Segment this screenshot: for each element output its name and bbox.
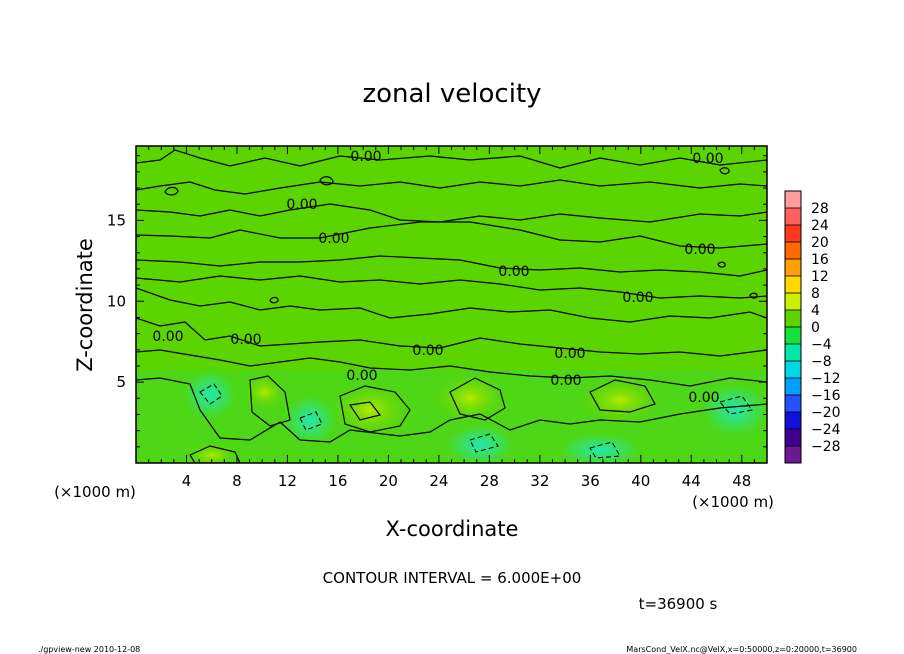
footer-left: ./gpview-new 2010-12-08 bbox=[38, 645, 140, 654]
colorbar-cell bbox=[785, 225, 801, 243]
plot-area: 0.00 0.00 0.00 0.00 0.00 0.00 0.00 0.00 … bbox=[136, 146, 767, 463]
contour-label: 0.00 bbox=[688, 390, 719, 406]
x-tick-label: 32 bbox=[530, 472, 549, 490]
colorbar-label: 8 bbox=[811, 286, 820, 302]
contour-label: 0.00 bbox=[346, 368, 377, 384]
colorbar-cell bbox=[785, 344, 801, 362]
x-axis: 4 8 12 16 20 24 28 32 36 40 44 48 bbox=[148, 146, 755, 490]
y-axis-unit: (×1000 m) bbox=[54, 483, 136, 501]
colorbar-label: 16 bbox=[811, 252, 829, 268]
x-tick-label: 12 bbox=[278, 472, 297, 490]
x-axis-unit: (×1000 m) bbox=[692, 493, 774, 511]
x-tick-label: 8 bbox=[232, 472, 242, 490]
negative-blob bbox=[560, 434, 640, 463]
contour-label: 0.00 bbox=[498, 264, 529, 280]
colorbar-cell bbox=[785, 395, 801, 413]
contour-label: 0.00 bbox=[286, 197, 317, 213]
colorbar-label: 4 bbox=[811, 303, 820, 319]
colorbar-cell bbox=[785, 446, 801, 464]
positive-blob bbox=[328, 382, 412, 438]
contour-label: 0.00 bbox=[622, 290, 653, 306]
colorbar-label: 12 bbox=[811, 269, 829, 285]
negative-blob bbox=[284, 396, 336, 444]
colorbar-label: 24 bbox=[811, 218, 829, 234]
y-tick-label: 5 bbox=[116, 373, 126, 391]
contour-label: 0.00 bbox=[230, 332, 261, 348]
x-tick-label: 4 bbox=[182, 472, 192, 490]
y-axis-label: Z-coordinate bbox=[73, 238, 97, 372]
y-tick-label: 10 bbox=[107, 292, 126, 310]
contour-label: 0.00 bbox=[350, 149, 381, 165]
colorbar-cell bbox=[785, 242, 801, 260]
colorbar-label: −8 bbox=[811, 354, 832, 370]
x-tick-label: 44 bbox=[682, 472, 701, 490]
colorbar-cell bbox=[785, 429, 801, 447]
negative-contour-lines bbox=[199, 383, 753, 459]
colorbar-cell bbox=[785, 378, 801, 396]
colorbar-label: −4 bbox=[811, 337, 832, 353]
x-tick-label: 24 bbox=[429, 472, 448, 490]
colorbar-cell bbox=[785, 412, 801, 430]
chart-title: zonal velocity bbox=[362, 79, 541, 109]
colorbar-cell bbox=[785, 310, 801, 328]
negative-blob bbox=[184, 371, 236, 419]
contour-interval-text: CONTOUR INTERVAL = 6.000E+00 bbox=[323, 569, 582, 587]
x-tick-label: 48 bbox=[732, 472, 751, 490]
colorbar-cell bbox=[785, 327, 801, 345]
negative-blob bbox=[446, 425, 514, 463]
x-tick-label: 36 bbox=[581, 472, 600, 490]
contour-label: 0.00 bbox=[550, 373, 581, 389]
contour-label: 0.00 bbox=[152, 329, 183, 345]
footer-right: MarsCond_VelX.nc@VelX,x=0:50000,z=0:2000… bbox=[626, 645, 857, 654]
colorbar-label: −24 bbox=[811, 422, 841, 438]
positive-blob bbox=[243, 374, 287, 410]
contour-lines bbox=[136, 149, 767, 463]
colorbar-label: 0 bbox=[811, 320, 820, 336]
colorbar-label: −20 bbox=[811, 405, 841, 421]
colorbar-cell bbox=[785, 276, 801, 294]
colorbar-label: −12 bbox=[811, 371, 841, 387]
colorbar-cell bbox=[785, 293, 801, 311]
colorbar-label: 20 bbox=[811, 235, 829, 251]
contour-label: 0.00 bbox=[318, 231, 349, 247]
contour-label: 0.00 bbox=[554, 346, 585, 362]
x-tick-label: 28 bbox=[480, 472, 499, 490]
time-text: t=36900 s bbox=[639, 595, 718, 613]
contour-label: 0.00 bbox=[692, 151, 723, 167]
x-tick-label: 20 bbox=[379, 472, 398, 490]
positive-blob bbox=[578, 376, 662, 424]
colorbar-cell bbox=[785, 208, 801, 226]
y-axis: 5 10 15 bbox=[107, 155, 767, 448]
negative-blob bbox=[703, 384, 767, 436]
y-tick-label: 15 bbox=[107, 211, 126, 229]
x-axis-label: X-coordinate bbox=[386, 517, 519, 541]
contour-label: 0.00 bbox=[412, 343, 443, 359]
colorbar-cell bbox=[785, 361, 801, 379]
contour-labels: 0.00 0.00 0.00 0.00 0.00 0.00 0.00 0.00 … bbox=[152, 149, 723, 406]
colorbar-label: −16 bbox=[811, 388, 841, 404]
colorbar-cell bbox=[785, 191, 801, 209]
colorbar-label: 28 bbox=[811, 201, 829, 217]
positive-blob bbox=[186, 443, 238, 463]
colorbar-label: −28 bbox=[811, 439, 841, 455]
contour-label: 0.00 bbox=[684, 242, 715, 258]
x-tick-label: 40 bbox=[631, 472, 650, 490]
colorbar-cell bbox=[785, 259, 801, 277]
x-tick-label: 16 bbox=[328, 472, 347, 490]
